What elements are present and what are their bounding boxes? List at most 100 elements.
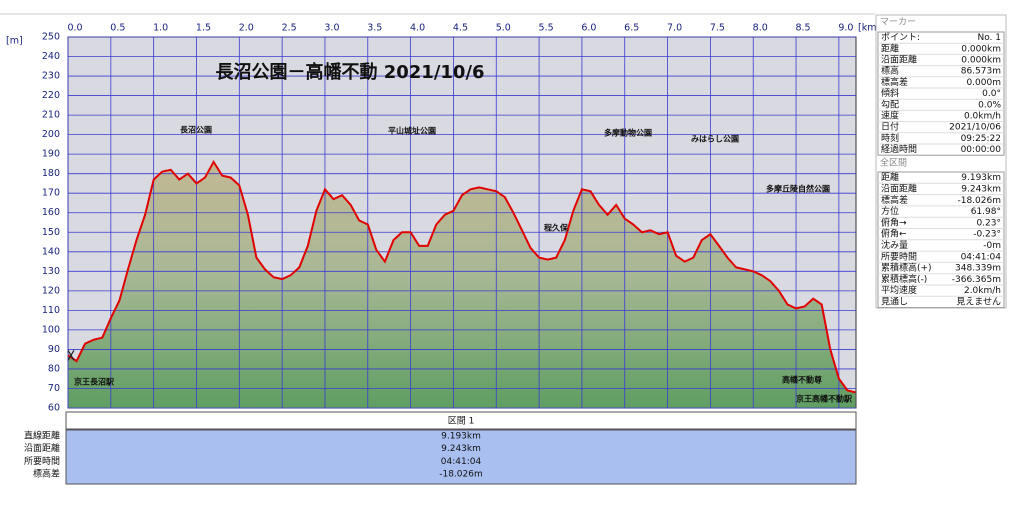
section-label: 直線距離	[24, 430, 60, 442]
y-tick-label: 150	[42, 227, 60, 238]
x-unit: [km]	[858, 23, 880, 34]
y-tick-label: 120	[42, 285, 60, 296]
x-tick-label: 3.0	[324, 23, 339, 34]
y-tick-label: 130	[42, 266, 60, 277]
table-label: 所要時間	[881, 251, 917, 262]
table-value: 2.0km/h	[964, 286, 1001, 296]
place-label: 多摩動物公園	[604, 128, 652, 138]
place-label: 程久保	[544, 223, 569, 233]
y-tick-label: 180	[42, 168, 60, 179]
x-tick-label: 6.0	[581, 23, 596, 34]
terrain-area	[68, 162, 856, 408]
marker-title: マーカー	[880, 17, 916, 28]
section-label: 沿面距離	[24, 442, 60, 454]
section-value: -18.026m	[439, 470, 483, 480]
table-label: 距離	[881, 42, 899, 54]
y-tick-label: 170	[42, 188, 60, 199]
x-tick-label: 5.0	[496, 23, 511, 34]
y-tick-label: 160	[42, 207, 60, 218]
x-tick-label: 0.5	[110, 23, 125, 34]
place-label: 京王長沼駅	[74, 377, 115, 387]
y-tick-label: 90	[48, 344, 60, 355]
y-tick-label: 200	[42, 129, 60, 140]
table-value: 0.0°	[982, 89, 1001, 99]
table-label: 沿面距離	[881, 54, 917, 66]
x-tick-label: 0.0	[67, 23, 82, 34]
place-label: 多摩丘陵自然公園	[766, 184, 830, 194]
table-frame	[877, 31, 1005, 156]
section-value: 9.243km	[441, 444, 481, 454]
table-value: -18.026m	[957, 196, 1001, 206]
y-tick-label: 220	[42, 90, 60, 101]
section-value: 04:41:04	[441, 457, 482, 467]
table-value: No. 1	[977, 33, 1001, 43]
table-label: 見通し	[881, 296, 908, 307]
table-value: 04:41:04	[961, 252, 1002, 262]
table-label: 俯角→	[881, 216, 907, 228]
x-tick-label: 6.5	[624, 23, 639, 34]
y-tick-label: 240	[42, 51, 60, 62]
y-tick-label: 80	[48, 363, 60, 374]
place-label: みはらし公園	[691, 135, 739, 144]
x-tick-label: 8.5	[795, 23, 810, 34]
table-value: 61.98°	[971, 207, 1001, 217]
x-tick-label: 1.0	[153, 23, 168, 34]
table-label: 標高差	[881, 194, 908, 206]
table-label: 沿面距離	[881, 182, 917, 194]
y-tick-label: 140	[42, 246, 60, 257]
table-value: 0.000km	[961, 44, 1001, 54]
x-tick-label: 8.0	[753, 23, 768, 34]
table-label: 時刻	[881, 132, 899, 144]
y-tick-label: 110	[42, 305, 60, 316]
section-label: 標高差	[33, 468, 60, 480]
table-label: 平均速度	[881, 284, 917, 296]
y-tick-label: 70	[48, 383, 60, 394]
table-label: 累積標高(-)	[881, 273, 927, 285]
section-body	[65, 429, 857, 485]
place-label: 長沼公園	[180, 125, 212, 135]
table-label: 距離	[881, 171, 899, 183]
total-title: 全区間	[880, 157, 907, 169]
table-value: 0.000km	[961, 56, 1001, 66]
place-label: 平山城址公園	[388, 126, 436, 136]
table-value: -0.23°	[973, 230, 1001, 240]
x-tick-label: 7.5	[710, 23, 725, 34]
table-value: 00:00:00	[961, 145, 1002, 155]
y-tick-label: 100	[42, 324, 60, 335]
route-line	[67, 160, 856, 394]
table-label: 速度	[881, 110, 899, 122]
table-label: 俯角←	[881, 228, 907, 240]
table-value: 0.000m	[966, 78, 1001, 88]
y-tick-label: 190	[42, 149, 60, 160]
table-value: 0.0km/h	[964, 112, 1001, 122]
plot: 60 70 80 90 100 110 120 130 140 150 160 170 180 190 20…	[42, 23, 856, 414]
table-label: 沈み量	[881, 239, 908, 251]
table-value: 09:25:22	[961, 134, 1001, 144]
table-value: -0m	[983, 241, 1001, 251]
x-tick-label: 2.0	[239, 23, 254, 34]
section-header	[65, 411, 857, 430]
section-value: 9.193km	[441, 432, 481, 442]
table-label: 日付	[881, 122, 899, 133]
x-tick-label: 4.0	[410, 23, 425, 34]
section-title: 区間 1	[448, 416, 475, 427]
section-label: 所要時間	[24, 456, 60, 467]
x-tick-label: 2.5	[282, 23, 297, 34]
table-value: -366.365m	[952, 275, 1001, 285]
y-tick-label: 250	[42, 32, 60, 43]
table-label: 傾斜	[881, 87, 899, 99]
y-tick-label: 210	[42, 110, 60, 121]
table-label: 経過時間	[881, 143, 917, 155]
y-tick-label: 230	[42, 71, 60, 82]
table-label: 標高	[881, 65, 899, 77]
table-value: 2021/10/06	[949, 123, 1001, 133]
place-label: 京王高幡不動駅	[796, 394, 853, 404]
table-value: 348.339m	[955, 264, 1001, 274]
table-value: 0.0%	[978, 100, 1001, 110]
table-value: 0.23°	[976, 218, 1001, 228]
table-label: 標高差	[881, 76, 908, 88]
x-tick-label: 3.5	[367, 23, 382, 34]
y-tick-label: 60	[48, 403, 60, 414]
